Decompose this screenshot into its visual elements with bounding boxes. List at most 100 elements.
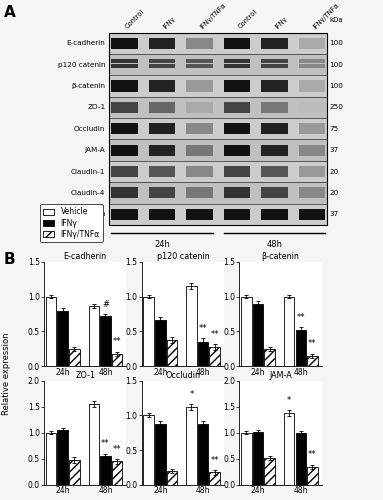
Bar [284,296,295,366]
Text: 37: 37 [329,212,339,218]
Bar [167,471,177,485]
Text: **: ** [296,313,305,322]
Text: **: ** [199,324,207,333]
Bar [109,32,327,225]
Text: Control: Control [124,8,146,30]
Bar [111,80,138,92]
Bar [296,330,306,366]
Bar [100,456,111,485]
Text: 75: 75 [329,126,339,132]
Bar [111,123,138,134]
Bar [224,102,250,113]
Bar [261,188,288,198]
Bar [144,296,154,366]
Bar [299,80,326,92]
Text: Occludin: Occludin [74,126,105,132]
Bar [109,76,327,96]
Bar [155,320,165,366]
Bar [186,208,213,220]
Bar [149,38,175,49]
Bar [186,144,213,156]
Bar [261,208,288,220]
Bar [112,462,122,485]
Text: #: # [102,300,109,309]
Title: Occludin: Occludin [165,370,200,380]
Title: ZO-1: ZO-1 [75,370,95,380]
Bar [296,432,306,485]
Text: 37: 37 [329,147,339,153]
Title: p120 catenin: p120 catenin [157,252,209,261]
Bar [224,38,250,49]
Bar [109,118,327,140]
Bar [111,64,138,68]
Bar [261,144,288,156]
Bar [299,166,326,177]
Bar [111,188,138,198]
Bar [100,316,111,366]
Text: *: * [189,390,193,399]
Text: β-catenin: β-catenin [71,83,105,89]
Text: Claudin-4: Claudin-4 [71,190,105,196]
Title: β-catenin: β-catenin [262,252,300,261]
Text: 100: 100 [329,40,343,46]
Bar [155,424,165,485]
Bar [149,208,175,220]
Bar [224,144,250,156]
Text: **: ** [308,450,317,460]
Text: 20: 20 [329,190,339,196]
Bar [109,161,327,182]
Text: E-cadherin: E-cadherin [67,40,105,46]
Text: kDa: kDa [329,16,343,22]
Bar [149,102,175,113]
Bar [198,424,208,485]
Bar [186,286,197,366]
Bar [299,188,326,198]
Bar [88,306,99,366]
Bar [198,342,208,366]
Text: Relative expression: Relative expression [2,332,11,414]
Bar [224,166,250,177]
Bar [241,432,252,485]
Bar [111,144,138,156]
Bar [224,58,250,64]
Bar [144,416,154,485]
Bar [261,58,288,64]
Bar [264,349,275,366]
Title: E-cadherin: E-cadherin [64,252,107,261]
Title: JAM-A: JAM-A [269,370,292,380]
Bar [261,64,288,68]
Bar [186,64,213,68]
Bar [109,96,327,118]
Text: γ actin: γ actin [81,212,105,218]
Text: 100: 100 [329,83,343,89]
Bar [253,432,263,485]
Bar [88,404,99,485]
Bar [210,346,220,366]
Bar [186,102,213,113]
Text: 24h: 24h [154,240,170,249]
Bar [299,64,326,68]
Bar [299,123,326,134]
Bar [261,123,288,134]
Bar [167,340,177,366]
Bar [149,80,175,92]
Bar [149,58,175,64]
Text: Claudin-1: Claudin-1 [71,168,105,174]
Text: **: ** [113,338,121,346]
Text: 48h: 48h [267,240,283,249]
Text: **: ** [211,456,219,465]
Text: A: A [4,5,16,20]
Bar [111,58,138,64]
Bar [261,80,288,92]
Bar [261,166,288,177]
Text: **: ** [308,340,317,348]
Bar [109,140,327,161]
Bar [69,349,80,366]
Bar [261,102,288,113]
Text: ZO-1: ZO-1 [87,104,105,110]
Bar [186,58,213,64]
Text: IFNγ: IFNγ [275,16,289,30]
Bar [112,354,122,366]
Bar [111,102,138,113]
Bar [186,80,213,92]
